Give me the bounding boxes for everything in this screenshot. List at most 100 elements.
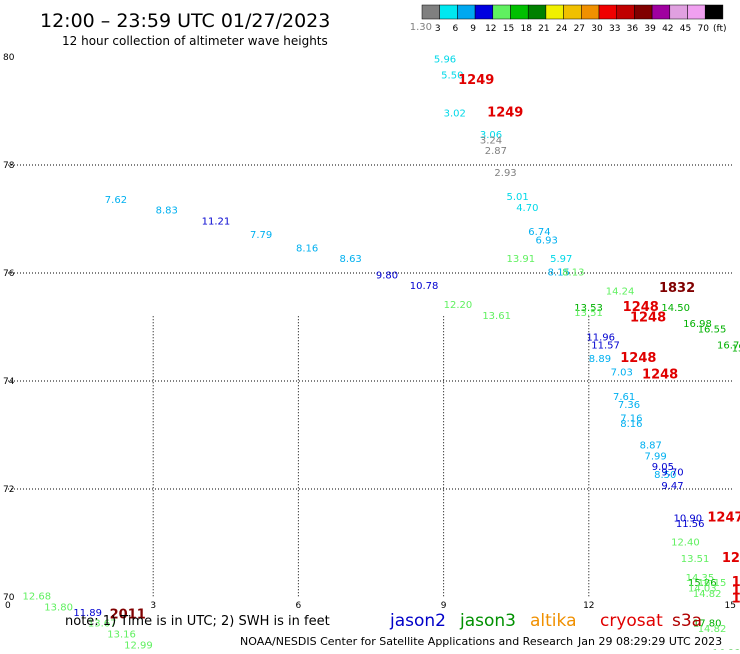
legend-swatch [704,4,724,20]
legend-swatch [527,4,547,20]
footer-timestamp: Jan 29 08:29:29 UTC 2023 [577,635,722,648]
legend-label: 6 [453,24,459,34]
track-id-label: 1249 [458,73,494,88]
wave-height-label: 5.96 [434,54,456,65]
x-tick-label: 9 [441,601,447,611]
legend-label: 15 [503,24,514,34]
wave-height-label: 8.13 [562,268,584,279]
legend-swatch [563,4,582,20]
legend-swatch [457,4,476,20]
wave-height-label: 8.16 [620,419,642,430]
wave-height-label: 9.47 [661,481,683,492]
wave-height-label: 11.56 [676,519,705,530]
wave-height-label: 14.35 [686,573,715,584]
wave-height-label: 11.21 [202,216,231,227]
wave-height-label: 13.51 [574,308,603,319]
legend-swatch [669,4,688,20]
legend-swatch [687,4,706,20]
y-tick-label: 76 [3,269,15,279]
legend-label: 9 [470,24,476,34]
wave-height-label: 15.26 [688,578,717,589]
legend-label: 39 [644,24,656,34]
track-id-label: 124 [732,575,740,590]
track-id-label: 12 [732,583,740,598]
legend-unit: (ft) [713,24,727,34]
wave-height-label: 13.51 [681,554,710,565]
wave-height-label: 12.40 [671,538,700,549]
wave-height-label: 11.96 [586,333,615,344]
wave-height-label: 17.80 [693,619,722,630]
x-tick-label: 15 [725,601,736,611]
wave-height-label: 8.83 [156,206,178,217]
wave-height-label: 2.87 [485,146,507,157]
wave-height-label: 2.93 [494,168,516,179]
track-id-label: 1247 [722,551,740,566]
wave-height-label: 11.57 [591,341,620,352]
wave-height-label: 3.06 [480,130,502,141]
wave-height-label: 16.15 [698,578,727,589]
legend-swatch [439,4,458,20]
wave-height-label: 5.97 [550,254,572,265]
chart-subtitle: 12 hour collection of altimeter wave hei… [62,34,328,48]
axis-labels: 70 72 74 76 78 80 0 3 6 9 12 15 [3,53,736,611]
wave-height-label: 7.99 [644,451,666,462]
legend-swatch [474,4,494,20]
footer-note: note: 1) Time is in UTC; 2) SWH is in fe… [65,614,330,629]
wave-height-label: 8.50 [654,470,676,481]
y-tick-label: 72 [3,485,14,495]
wave-height-label: 8.87 [640,441,662,452]
wave-height-label: 14.82 [698,624,727,635]
track-id-label: 1248 [620,351,656,366]
wave-height-label: 14.82 [693,589,722,600]
track-id-label: 12 [732,591,740,606]
wave-height-label: 9.70 [661,468,683,479]
x-tick-label: 6 [296,601,302,611]
satellite-altika: altika [530,611,577,631]
legend-swatch [492,4,511,20]
legend-swatch [598,4,617,20]
wave-height-label: 15 [732,343,740,354]
y-tick-label: 80 [3,53,15,63]
legend-label: 30 [591,24,603,34]
wave-height-label: 13.16 [107,630,136,641]
legend-swatch [421,4,440,20]
wave-height-label: 10.90 [674,513,703,524]
wave-height-label: 6.74 [528,227,550,238]
color-legend: 3 6 9 12 15 18 21 24 27 30 33 36 39 42 45 70 (ft) [421,4,727,34]
y-tick-label: 78 [3,161,15,171]
y-tick-label: 70 [3,593,15,603]
track-id-label: 1248 [630,311,666,326]
legend-label: 21 [538,24,549,34]
wave-height-label: 8.89 [589,354,611,365]
satellite-legend: jason2 jason3 altika cryosat s3a [389,611,702,631]
chart-title: 12:00 – 23:59 UTC 01/27/2023 [40,10,330,32]
legend-swatch [634,4,653,20]
wave-height-label: 7.03 [611,368,633,379]
wave-height-label: 6.93 [536,235,558,246]
legend-label: 33 [609,24,620,34]
legend-swatch [510,4,529,20]
wave-height-label: 8.16 [296,243,318,254]
wave-height-label: 16.55 [698,324,727,335]
legend-label: 36 [627,24,639,34]
wave-height-label: 14.50 [661,303,690,314]
legend-label: 42 [662,24,673,34]
wave-height-label: 14.24 [606,287,635,298]
wave-height-label: 16.79 [717,341,740,352]
track-id-label: 2011 [110,608,146,623]
wave-height-label: 8.63 [340,254,362,265]
track-id-label: 1832 [659,281,695,296]
wave-height-label: 9.80 [376,270,398,281]
wave-height-label: 13.67 [88,619,117,630]
wave-height-label: 3.02 [444,108,466,119]
satellite-jason2: jason2 [389,611,446,631]
wave-height-label: 14.03 [688,584,717,595]
wave-height-label: 12.68 [23,592,52,603]
y-tick-label: 74 [3,377,15,387]
footer-credit: NOAA/NESDIS Center for Satellite Applica… [240,635,573,648]
x-tick-label: 3 [150,601,156,611]
legend-swatch [616,4,635,20]
wave-height-label: 9.05 [652,462,674,473]
wave-height-label: 11.89 [73,608,102,619]
